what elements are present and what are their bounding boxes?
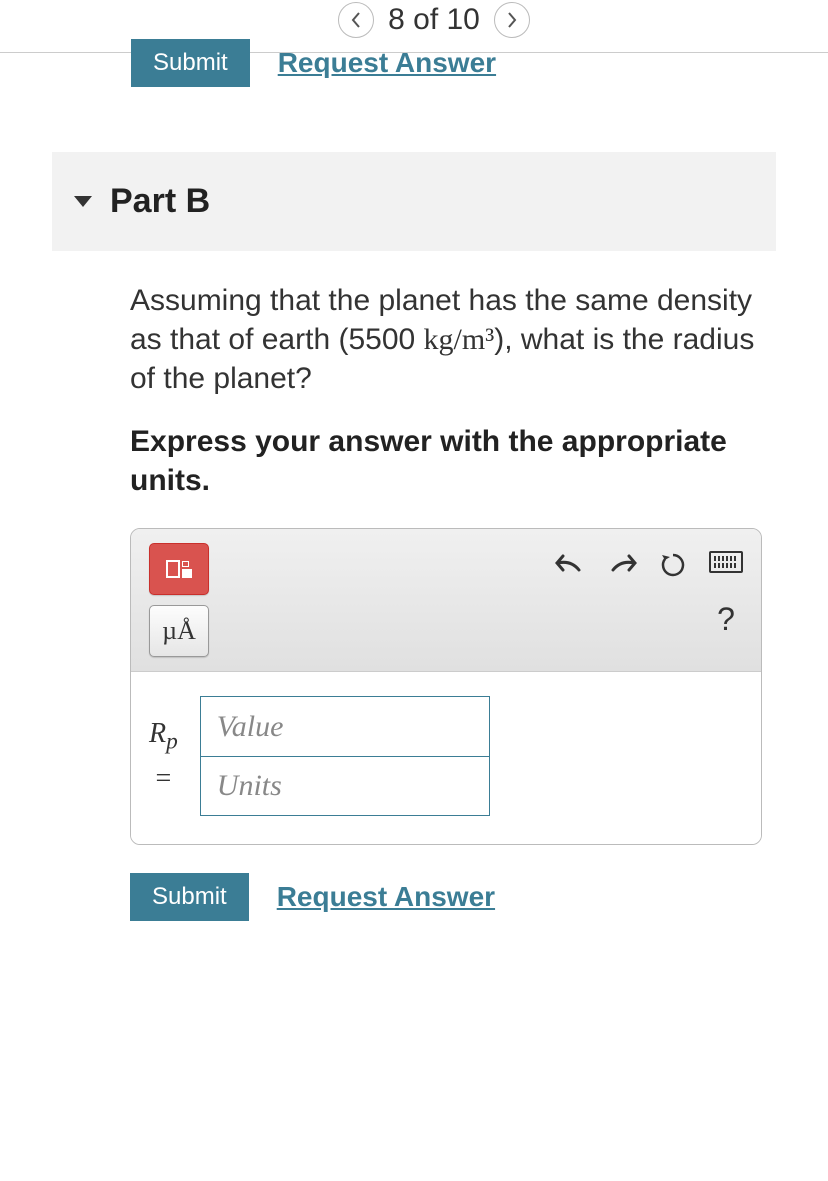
- next-button[interactable]: [494, 2, 530, 38]
- redo-button[interactable]: [607, 552, 637, 585]
- undo-button[interactable]: [555, 552, 585, 585]
- toolbar: µÅ ?: [131, 529, 761, 672]
- mu-a-label: µÅ: [162, 616, 196, 646]
- express-instruction: Express your answer with the appropriate…: [130, 422, 776, 500]
- help-button[interactable]: ?: [717, 601, 735, 638]
- reset-button[interactable]: [659, 551, 687, 586]
- question-text: Assuming that the planet has the same de…: [130, 281, 776, 398]
- keyboard-button[interactable]: [709, 551, 743, 573]
- variable-label: Rp =: [149, 714, 178, 797]
- top-actions: Submit Request Answer: [131, 39, 828, 87]
- answer-box: µÅ ? Rp =: [130, 528, 762, 845]
- part-header[interactable]: Part B: [52, 152, 776, 251]
- caret-down-icon: [74, 196, 92, 207]
- request-answer-link-top[interactable]: Request Answer: [278, 47, 496, 79]
- input-col: [200, 696, 490, 816]
- page-indicator: 8 of 10: [388, 3, 480, 37]
- submit-button-top[interactable]: Submit: [131, 39, 250, 87]
- tool-right-col: ?: [709, 543, 743, 638]
- part-title: Part B: [110, 182, 210, 221]
- units-symbol-button[interactable]: µÅ: [149, 605, 209, 657]
- question-unit: kg/m³: [424, 323, 495, 356]
- input-area: Rp =: [131, 672, 761, 844]
- var-sub: p: [166, 729, 178, 755]
- value-input[interactable]: [200, 696, 490, 756]
- question-body: Assuming that the planet has the same de…: [130, 281, 776, 500]
- equals-sign: =: [149, 759, 178, 798]
- chevron-right-icon: [505, 11, 519, 29]
- submit-button-bottom[interactable]: Submit: [130, 873, 249, 921]
- request-answer-link-bottom[interactable]: Request Answer: [277, 881, 495, 913]
- var-main: R: [149, 718, 166, 749]
- tool-col-left: µÅ: [149, 543, 209, 657]
- prev-button[interactable]: [338, 2, 374, 38]
- template-icon: [166, 560, 192, 578]
- chevron-left-icon: [349, 11, 363, 29]
- tool-right: [555, 543, 687, 586]
- bottom-actions: Submit Request Answer: [130, 873, 828, 921]
- units-input[interactable]: [200, 756, 490, 816]
- template-button[interactable]: [149, 543, 209, 595]
